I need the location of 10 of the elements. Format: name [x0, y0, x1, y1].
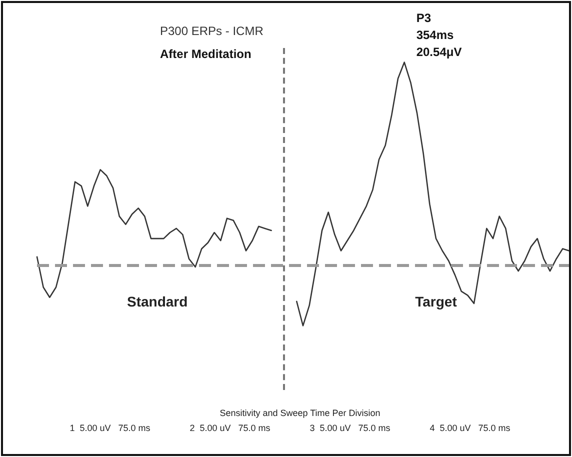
- text: 4 5.00 uV 75.0 ms: [430, 423, 511, 433]
- series-label: Standard: [126, 293, 188, 310]
- text: 1 5.00 uV 75.0 ms: [70, 423, 151, 433]
- text: Sensitivity and Sweep Time Per Division: [220, 408, 380, 418]
- chart-title: P300 ERPs - ICMR: [160, 24, 264, 38]
- chart-subtitle: After Meditation: [160, 47, 252, 61]
- text: 3 5.00 uV 75.0 ms: [310, 423, 391, 433]
- text: P3 354ms 20.54μV: [416, 10, 462, 59]
- series-label: Target: [415, 293, 458, 310]
- text: 2 5.00 uV 75.0 ms: [190, 423, 271, 433]
